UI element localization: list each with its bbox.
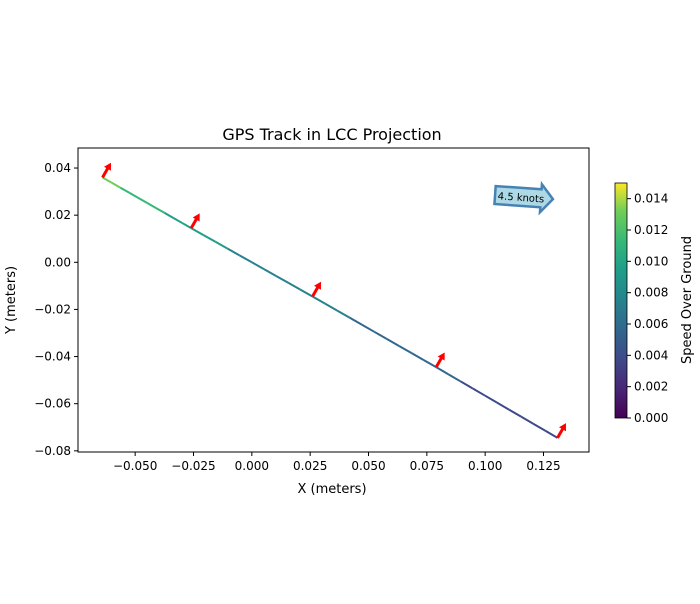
x-tick-label: −0.050: [113, 459, 157, 473]
speed-annotation: 4.5 knots: [493, 180, 555, 216]
colorbar-tick-label: 0.004: [634, 348, 668, 362]
track-segment: [410, 352, 425, 361]
track-segment: [190, 227, 204, 236]
arrow-icon: [189, 213, 200, 229]
track-segment: [155, 206, 166, 214]
arrow-icon: [434, 352, 445, 368]
track-segment: [520, 415, 534, 425]
y-tick-label: 0.04: [44, 161, 71, 175]
x-tick-label: 0.125: [526, 459, 560, 473]
colorbar-tick-label: 0.002: [634, 380, 668, 394]
y-axis-label: Y (meters): [4, 266, 19, 335]
x-tick-label: 0.050: [351, 459, 385, 473]
x-tick-label: 0.100: [468, 459, 502, 473]
track-segment: [110, 181, 121, 189]
track-segment: [398, 345, 412, 354]
track-segment: [386, 338, 400, 347]
plot-area: [101, 162, 566, 439]
y-tick-label: −0.06: [34, 397, 71, 411]
heading-arrow: [556, 423, 566, 439]
colorbar-tick-label: 0.008: [634, 286, 668, 300]
track-segment: [172, 217, 183, 224]
track-segment: [447, 373, 461, 383]
colorbar-tick-label: 0.012: [634, 223, 668, 237]
colorbar-tick-label: 0.006: [634, 317, 668, 331]
arrow-icon: [556, 423, 566, 439]
track-segment: [137, 196, 148, 204]
track-segment: [239, 254, 253, 264]
colorbar-tick-label: 0.000: [634, 411, 668, 425]
track-segment: [251, 261, 265, 270]
y-tick-label: −0.04: [34, 350, 71, 364]
heading-arrow: [434, 352, 445, 368]
x-tick-label: −0.025: [171, 459, 215, 473]
colorbar-tick-label: 0.010: [634, 254, 668, 268]
track-segment: [472, 387, 486, 397]
track-segment: [102, 176, 112, 184]
track-segment: [287, 281, 301, 291]
track-segment: [544, 429, 559, 439]
track-segment: [484, 394, 498, 404]
x-tick-label: 0.075: [410, 459, 444, 473]
track-segment: [263, 268, 277, 277]
track-segment: [361, 323, 375, 333]
chart-title: GPS Track in LCC Projection: [222, 125, 441, 144]
track-segment: [373, 330, 388, 340]
track-segment: [227, 247, 241, 257]
y-tick-label: −0.02: [34, 302, 71, 316]
track-segment: [336, 309, 351, 319]
heading-arrow: [311, 281, 321, 298]
track-segment: [349, 316, 363, 326]
y-tick-label: 0.02: [44, 208, 71, 222]
track-segment: [435, 366, 449, 376]
colorbar: [614, 182, 628, 419]
track-segment: [202, 234, 216, 243]
y-tick-label: −0.08: [34, 444, 71, 458]
track-segment: [496, 401, 510, 411]
y-axis: 0.04 0.02 0.00 −0.02 −0.04 −0.06 −0.08: [34, 161, 78, 458]
track-segment: [299, 288, 313, 298]
track-segment: [181, 222, 192, 229]
track-segment: [214, 240, 229, 250]
annotation-arrow-box: [493, 180, 555, 216]
track-segment: [146, 201, 157, 209]
colorbar-label: Speed Over Ground: [680, 236, 695, 364]
track-segment: [324, 302, 338, 312]
track-segment: [128, 191, 139, 199]
arrow-icon: [311, 281, 321, 298]
track-segment: [532, 422, 546, 432]
x-axis: −0.050 −0.025 0.000 0.025 0.050 0.075 0.100 0.1…: [113, 452, 561, 473]
x-tick-label: 0.025: [293, 459, 327, 473]
x-axis-label: X (meters): [297, 482, 366, 497]
y-tick-label: 0.00: [44, 255, 71, 269]
annotation-text: 4.5 knots: [497, 191, 544, 205]
heading-arrow: [101, 162, 111, 179]
heading-arrow: [189, 213, 200, 229]
track-segment: [459, 380, 474, 390]
track-segment: [508, 408, 522, 418]
track-segment: [164, 212, 174, 219]
axes-frame: [77, 147, 590, 453]
track-segment: [312, 295, 326, 305]
track-segment: [275, 275, 289, 284]
colorbar-tick-label: 0.014: [634, 192, 668, 206]
colorbar-ticks: 0.000 0.002 0.004 0.006 0.008 0.010 0.012 0.014: [627, 192, 668, 425]
arrow-icon: [101, 162, 111, 179]
x-tick-label: 0.000: [235, 459, 269, 473]
track-segment: [423, 359, 437, 369]
track-segment: [119, 186, 130, 194]
